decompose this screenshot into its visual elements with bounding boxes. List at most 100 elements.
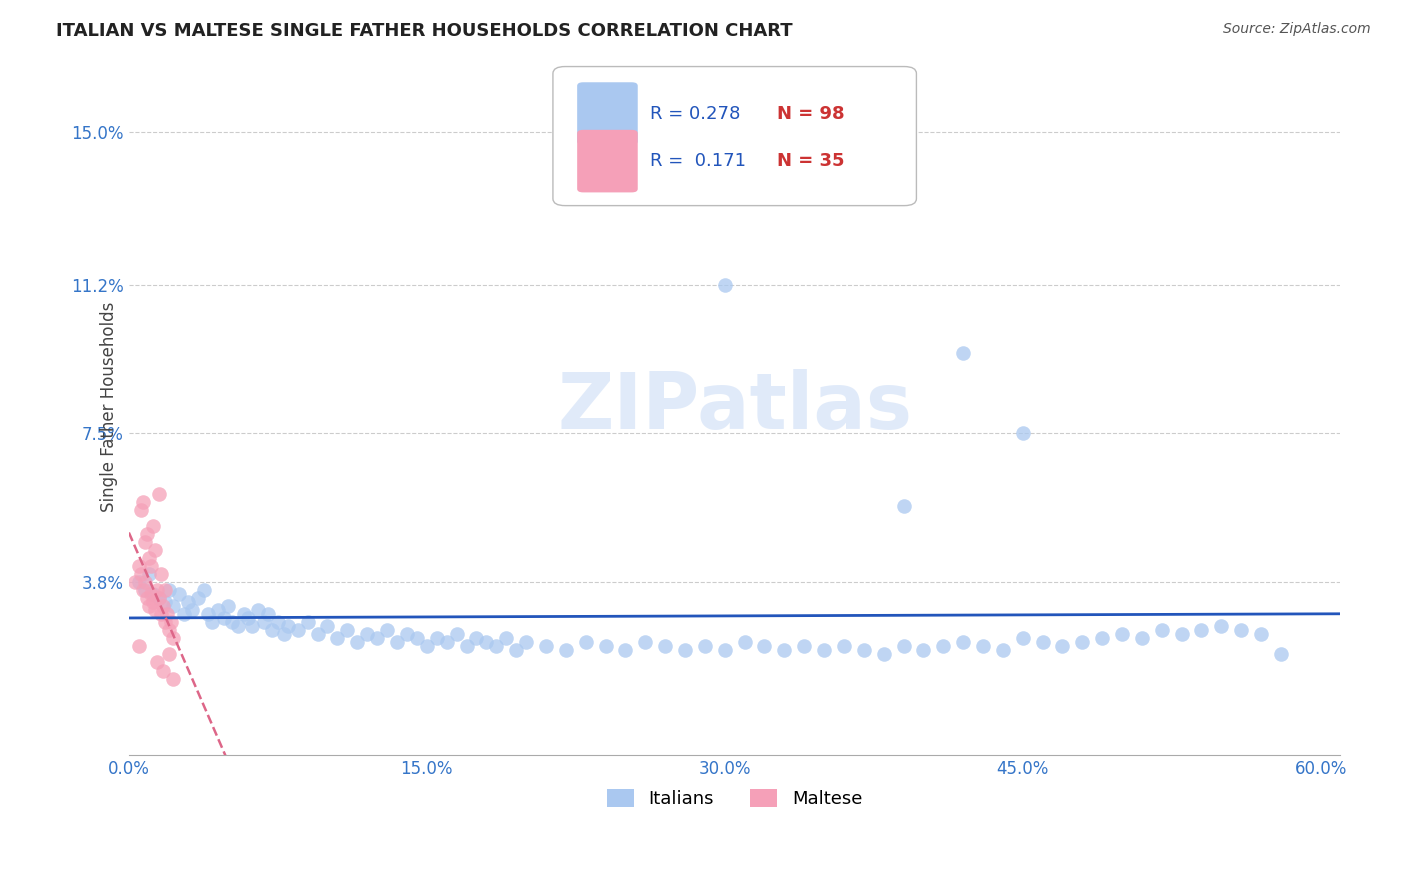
Point xyxy=(754,640,776,654)
Point xyxy=(416,640,439,654)
Text: R = 0.278: R = 0.278 xyxy=(650,104,740,122)
Point xyxy=(132,583,155,598)
Point xyxy=(465,632,488,646)
Point xyxy=(336,624,359,638)
Text: ITALIAN VS MALTESE SINGLE FATHER HOUSEHOLDS CORRELATION CHART: ITALIAN VS MALTESE SINGLE FATHER HOUSEHO… xyxy=(56,22,793,40)
Point xyxy=(932,640,955,654)
Point xyxy=(129,567,152,582)
Point xyxy=(201,615,224,630)
Point xyxy=(134,575,156,590)
Point xyxy=(217,599,239,614)
Point xyxy=(128,559,150,574)
Point xyxy=(153,583,176,598)
Point xyxy=(405,632,427,646)
Point xyxy=(554,643,576,657)
Point xyxy=(346,635,368,649)
Point xyxy=(1052,640,1074,654)
Point xyxy=(139,559,162,574)
Point xyxy=(1211,619,1233,633)
Point xyxy=(139,587,162,601)
Point xyxy=(226,619,249,633)
Point xyxy=(1150,624,1173,638)
Point xyxy=(1091,632,1114,646)
Point xyxy=(1111,627,1133,641)
Point xyxy=(143,543,166,558)
Point xyxy=(152,664,174,678)
Point xyxy=(1011,426,1033,441)
Point xyxy=(142,587,165,601)
Point xyxy=(813,643,835,657)
Point xyxy=(1250,627,1272,641)
Point xyxy=(307,627,329,641)
Text: ZIPatlas: ZIPatlas xyxy=(557,369,912,445)
Point xyxy=(366,632,388,646)
Point xyxy=(260,624,283,638)
Point xyxy=(1230,624,1253,638)
Point xyxy=(773,643,796,657)
Point xyxy=(240,619,263,633)
Point xyxy=(134,583,156,598)
Point xyxy=(135,591,157,606)
Point xyxy=(267,615,290,630)
Point xyxy=(142,518,165,533)
Point xyxy=(221,615,243,630)
Point xyxy=(426,632,449,646)
Point xyxy=(713,277,735,292)
Point xyxy=(157,583,180,598)
Point xyxy=(236,611,259,625)
Point xyxy=(128,640,150,654)
Point xyxy=(173,607,195,622)
Point xyxy=(138,567,160,582)
Point xyxy=(852,643,875,657)
Point xyxy=(193,583,215,598)
Point xyxy=(153,595,176,609)
Point xyxy=(395,627,418,641)
Point xyxy=(187,591,209,606)
Point xyxy=(1170,627,1192,641)
Point xyxy=(793,640,815,654)
Point xyxy=(145,583,167,598)
Point xyxy=(253,615,276,630)
Point xyxy=(149,567,172,582)
FancyBboxPatch shape xyxy=(576,82,638,145)
Point xyxy=(893,499,915,513)
Point xyxy=(385,635,408,649)
Point xyxy=(446,627,468,641)
Point xyxy=(326,632,349,646)
Point xyxy=(177,595,200,609)
Point xyxy=(181,603,204,617)
Text: R =  0.171: R = 0.171 xyxy=(650,153,745,170)
Point xyxy=(832,640,855,654)
Point xyxy=(1270,648,1292,662)
Point xyxy=(813,173,835,187)
Point xyxy=(162,632,184,646)
Point xyxy=(872,648,894,662)
Point xyxy=(134,535,156,549)
Point xyxy=(124,575,146,590)
Point xyxy=(212,611,235,625)
Legend: Italians, Maltese: Italians, Maltese xyxy=(600,781,869,815)
Point xyxy=(456,640,478,654)
Point xyxy=(356,627,378,641)
Point xyxy=(495,632,517,646)
Point xyxy=(375,624,398,638)
Point xyxy=(436,635,458,649)
Point xyxy=(132,494,155,508)
Point xyxy=(148,486,170,500)
FancyBboxPatch shape xyxy=(576,130,638,193)
Point xyxy=(734,635,756,649)
Point xyxy=(207,603,229,617)
Point xyxy=(162,599,184,614)
Text: N = 35: N = 35 xyxy=(778,153,845,170)
Point xyxy=(952,635,974,649)
Point xyxy=(912,643,935,657)
Point xyxy=(143,603,166,617)
Point xyxy=(149,607,172,622)
Point xyxy=(157,624,180,638)
Point xyxy=(155,607,177,622)
Point xyxy=(159,615,181,630)
Point xyxy=(534,640,557,654)
Point xyxy=(197,607,219,622)
Point xyxy=(972,640,994,654)
Point xyxy=(138,551,160,566)
